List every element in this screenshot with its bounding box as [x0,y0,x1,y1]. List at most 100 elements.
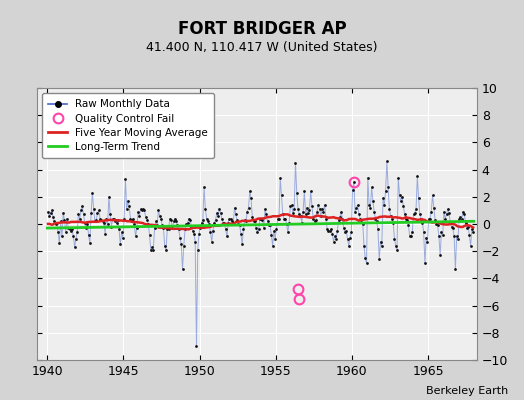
Point [178,266,187,272]
Point [417,215,425,222]
Point [147,247,155,253]
Point [49,214,57,220]
Point [445,210,453,216]
Point [315,206,324,212]
Point [380,202,388,208]
Point [409,211,418,218]
Point [66,226,74,233]
Point [135,213,144,219]
Point [75,215,84,222]
Point [114,217,122,223]
Point [174,226,183,233]
Point [244,204,253,211]
Point [346,234,354,241]
Point [59,210,68,216]
Point [452,233,461,240]
Point [309,215,318,222]
Point [370,208,378,215]
Point [201,206,210,212]
Point [196,225,204,231]
Point [283,229,292,235]
Point [366,204,375,211]
Point [290,206,298,212]
Point [360,242,368,249]
Point [262,211,270,218]
Point [103,221,112,227]
Point [55,240,63,246]
Point [303,204,311,211]
Point [468,226,476,233]
Point [390,236,399,242]
Point [428,192,436,199]
Point [350,179,358,185]
Point [271,236,279,242]
Point [281,215,289,222]
Point [121,176,129,182]
Point [313,208,321,215]
Text: Berkeley Earth: Berkeley Earth [426,386,508,396]
Point [200,184,208,190]
Point [177,241,185,248]
Point [77,207,85,214]
Point [216,210,225,216]
Point [312,217,320,223]
Point [248,214,257,220]
Point [399,203,408,210]
Point [340,225,348,231]
Point [345,242,353,249]
Point [279,211,287,218]
Point [140,207,149,214]
Point [332,236,340,242]
Point [134,208,143,215]
Point [82,225,90,231]
Point [220,220,228,226]
Point [376,238,385,245]
Point [388,215,396,222]
Point [108,215,117,222]
Point [285,220,293,226]
Point [158,222,167,228]
Point [289,210,297,216]
Point [204,218,212,224]
Point [81,220,89,226]
Point [99,218,107,224]
Point [233,217,241,223]
Point [249,218,258,224]
Point [314,202,322,208]
Point [252,225,260,231]
Point [187,224,195,230]
Point [162,247,170,253]
Point [125,203,134,210]
Point [115,226,123,233]
Point [331,233,339,240]
Point [215,206,224,212]
Point [232,211,240,218]
Point [321,202,329,208]
Point [461,220,470,226]
Point [183,220,192,226]
Point [85,240,94,246]
Point [97,217,105,223]
Point [393,247,401,253]
Point [323,226,331,233]
Point [129,215,137,222]
Point [130,221,138,227]
Point [347,229,355,235]
Point [226,215,235,222]
Point [363,260,371,267]
Point [241,217,249,223]
Point [210,220,219,226]
Point [375,256,384,262]
Point [277,192,286,199]
Point [124,198,132,204]
Point [157,215,165,222]
Point [165,226,173,233]
Point [237,230,245,237]
Point [351,208,359,215]
Point [74,211,83,218]
Point [61,229,70,235]
Point [163,226,171,233]
Point [242,218,250,224]
Point [400,211,409,218]
Point [214,213,222,219]
